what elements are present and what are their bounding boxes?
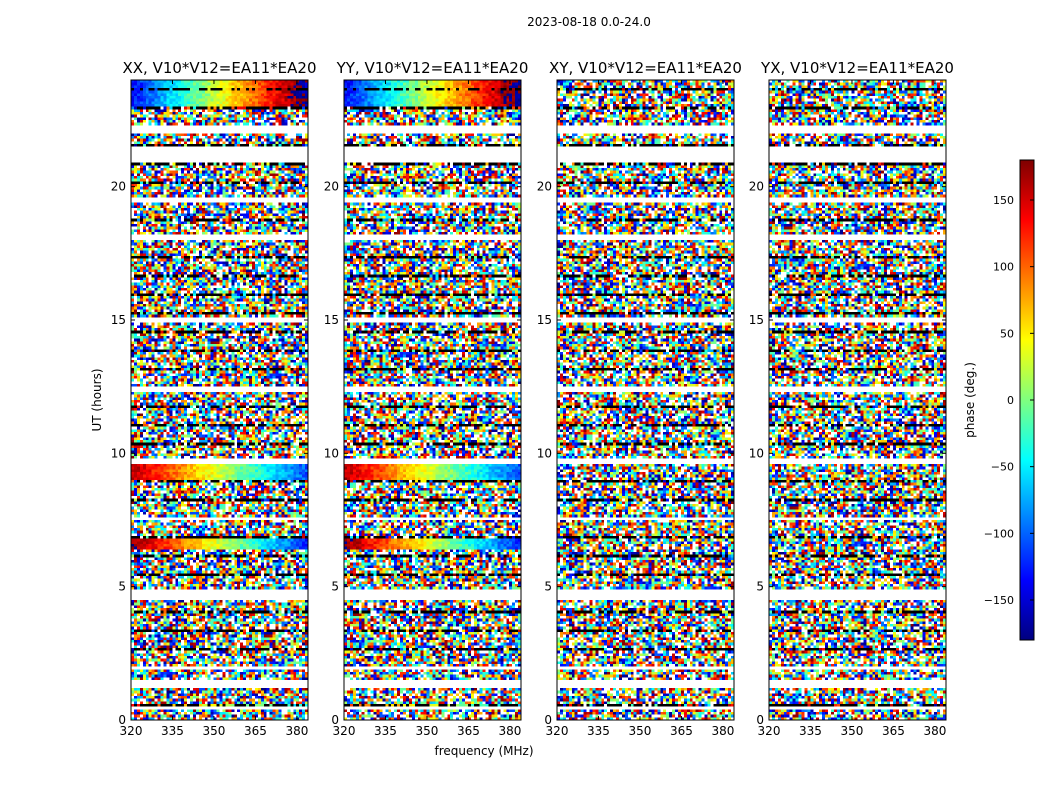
colorbar-tick-label: 150 (993, 194, 1014, 207)
y-tick-label: 15 (537, 313, 552, 327)
panel-frame (556, 79, 735, 721)
y-tick-label: 10 (537, 446, 552, 460)
y-tick-label: 20 (749, 180, 764, 194)
x-tick-label: 350 (841, 724, 864, 738)
y-tick-label: 5 (544, 580, 552, 594)
x-tick-label: 350 (203, 724, 226, 738)
y-tick-label: 15 (324, 313, 339, 327)
x-tick-label: 365 (457, 724, 480, 738)
y-tick-label: 20 (537, 180, 552, 194)
x-tick-label: 350 (416, 724, 439, 738)
panel-title: YY, V10*V12=EA11*EA20 (336, 59, 529, 77)
colorbar-tick-label: 50 (1000, 327, 1014, 340)
panel-frame (343, 79, 522, 721)
x-tick-label: 380 (498, 724, 521, 738)
panel-frame (768, 79, 947, 721)
phase-heatmap (557, 80, 734, 720)
colorbar-tick-label: 0 (1007, 394, 1014, 407)
panel-title: YX, V10*V12=EA11*EA20 (760, 59, 954, 77)
y-tick-label: 20 (324, 180, 339, 194)
phase-heatmap (131, 80, 308, 720)
x-tick-label: 335 (374, 724, 397, 738)
colorbar-label: phase (deg.) (963, 362, 977, 438)
y-tick-label: 10 (324, 446, 339, 460)
x-tick-label: 365 (244, 724, 267, 738)
y-tick-label: 0 (118, 713, 126, 727)
x-tick-label: 335 (799, 724, 822, 738)
x-tick-label: 380 (923, 724, 946, 738)
panel-xx: XX, V10*V12=EA11*EA20 320 335 350 365 380 0 5 10… (111, 59, 317, 738)
y-tick-label: 10 (111, 446, 126, 460)
panel-yx: YX, V10*V12=EA11*EA20 320 335 350 365 380 0 5 10… (749, 59, 954, 738)
x-tick-label: 320 (120, 724, 143, 738)
panel-title: XY, V10*V12=EA11*EA20 (549, 59, 742, 77)
colorbar-tick-label: −100 (984, 527, 1014, 540)
x-tick-label: 365 (882, 724, 905, 738)
x-tick-label: 335 (587, 724, 610, 738)
x-axis-label: frequency (MHz) (434, 744, 533, 758)
panels-group: XX, V10*V12=EA11*EA20 320 335 350 365 380 0 5 10… (111, 59, 954, 738)
x-tick-label: 350 (629, 724, 652, 738)
y-tick-label: 5 (331, 580, 339, 594)
y-tick-label: 0 (544, 713, 552, 727)
x-tick-label: 380 (285, 724, 308, 738)
x-tick-label: 320 (333, 724, 356, 738)
y-axis-label: UT (hours) (90, 368, 104, 431)
y-tick-label: 15 (111, 313, 126, 327)
x-tick-label: 380 (711, 724, 734, 738)
y-tick-label: 5 (756, 580, 764, 594)
y-tick-label: 10 (749, 446, 764, 460)
x-tick-label: 365 (670, 724, 693, 738)
y-tick-label: 0 (756, 713, 764, 727)
x-tick-label: 335 (161, 724, 184, 738)
phase-heatmap (344, 80, 521, 720)
phase-heatmap (769, 80, 946, 720)
colorbar: 150 100 50 0 −50 −100 −150 phase (deg.) (963, 159, 1035, 641)
y-tick-label: 20 (111, 180, 126, 194)
panel-frame (130, 79, 309, 721)
figure-suptitle: 2023-08-18 0.0-24.0 (527, 15, 651, 29)
colorbar-tick-label: −50 (991, 461, 1014, 474)
colorbar-tick-label: 100 (993, 261, 1014, 274)
colorbar-tick-label: −150 (984, 594, 1014, 607)
y-tick-label: 5 (118, 580, 126, 594)
panel-yy: YY, V10*V12=EA11*EA20 320 335 350 365 380 0 5 10… (324, 59, 529, 738)
x-tick-label: 320 (546, 724, 569, 738)
panel-xy: XY, V10*V12=EA11*EA20 320 335 350 365 380 0 5 10… (537, 59, 742, 738)
panel-title: XX, V10*V12=EA11*EA20 (122, 59, 316, 77)
x-tick-label: 320 (758, 724, 781, 738)
colorbar-ticks: 150 100 50 0 −50 −100 −150 (984, 194, 1034, 607)
y-tick-label: 15 (749, 313, 764, 327)
y-tick-label: 0 (331, 713, 339, 727)
